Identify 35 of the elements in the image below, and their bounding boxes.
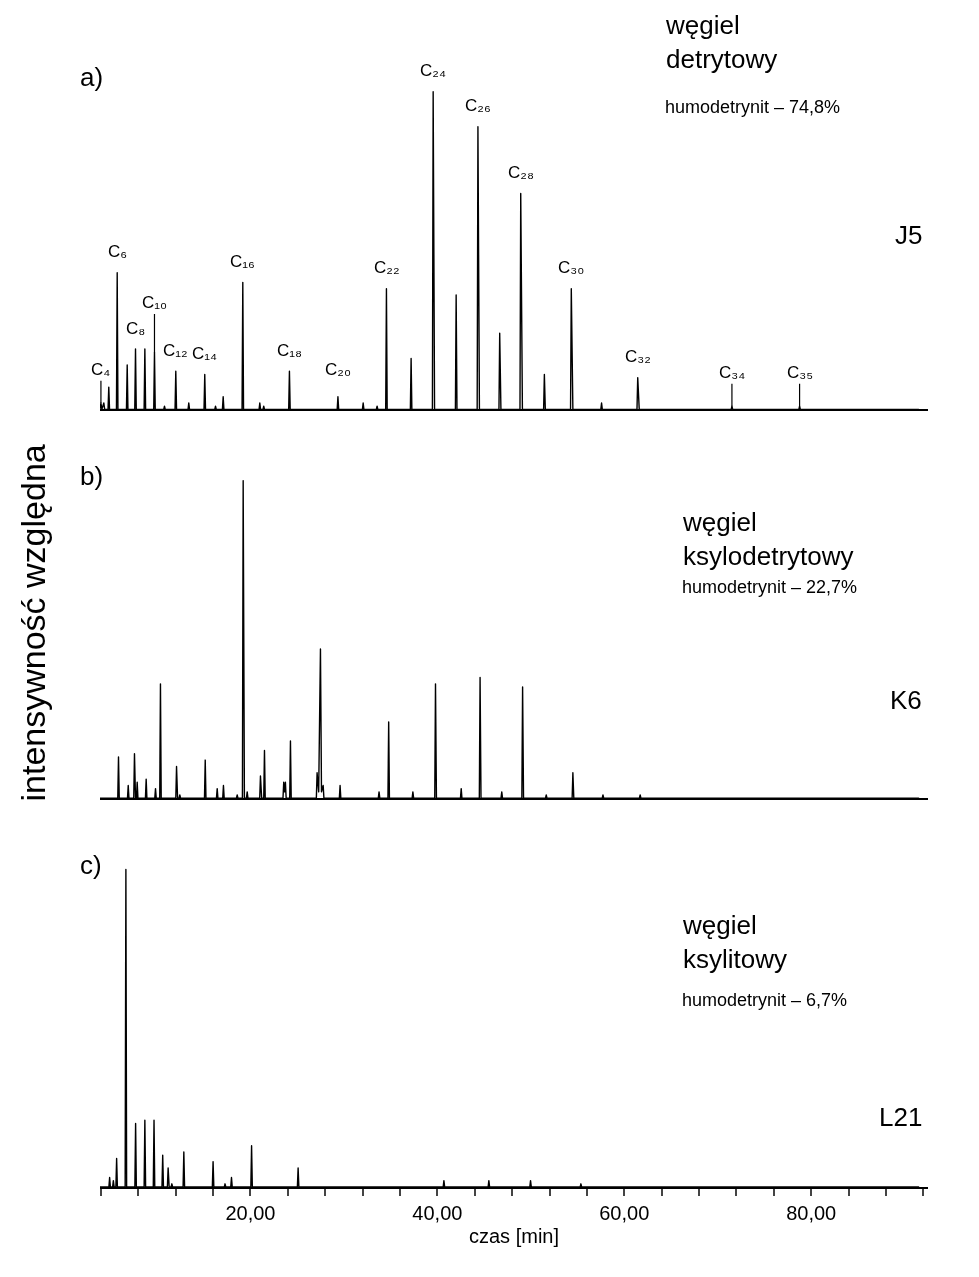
annotation: J5: [895, 220, 923, 250]
annotation: C₂₄: [420, 61, 446, 80]
annotation: humodetrynit – 74,8%: [665, 97, 841, 117]
annotation: a): [80, 62, 104, 92]
annotation: c): [80, 850, 102, 880]
text: węgiel detrytowy: [665, 10, 778, 74]
annotation: C₃₀: [558, 258, 585, 277]
annotation: C₆: [108, 242, 128, 261]
annotation: C₂₂: [374, 258, 400, 277]
annotation: C₃₅: [787, 363, 814, 382]
annotation: węgiel ksylodetrytowy: [682, 507, 854, 571]
annotation: humodetrynit – 22,7%: [682, 577, 858, 597]
annotation: K6: [890, 685, 922, 715]
annotation: C₈: [126, 319, 146, 338]
annotation: C₂₆: [465, 96, 491, 115]
annotation: C₁₂: [163, 341, 188, 360]
annotation: C₃₄: [719, 363, 746, 382]
annotation: C₂₀: [325, 360, 351, 379]
annotation: C₁₄: [192, 344, 218, 363]
annotation: b): [80, 461, 104, 491]
annotation: C₂₈: [508, 163, 534, 182]
annotation: C₄: [91, 360, 111, 379]
annotation: humodetrynit – 6,7%: [682, 990, 848, 1010]
annotation: C₁₀: [142, 293, 168, 312]
x-axis-title: czas [min]: [468, 1224, 560, 1247]
annotation: węgiel ksylitowy: [682, 910, 788, 974]
x-tick-label: 60,00: [599, 1201, 650, 1224]
annotation: L21: [879, 1102, 923, 1132]
y-axis-title: intensywność względna: [13, 444, 52, 802]
x-tick-label: 80,00: [786, 1201, 837, 1224]
annotation: C₁₆: [230, 252, 255, 271]
annotation: C₁₈: [277, 341, 303, 360]
x-tick-label: 20,00: [225, 1201, 276, 1224]
x-tick-label: 40,00: [412, 1201, 463, 1224]
annotation: C₃₂: [625, 347, 651, 366]
